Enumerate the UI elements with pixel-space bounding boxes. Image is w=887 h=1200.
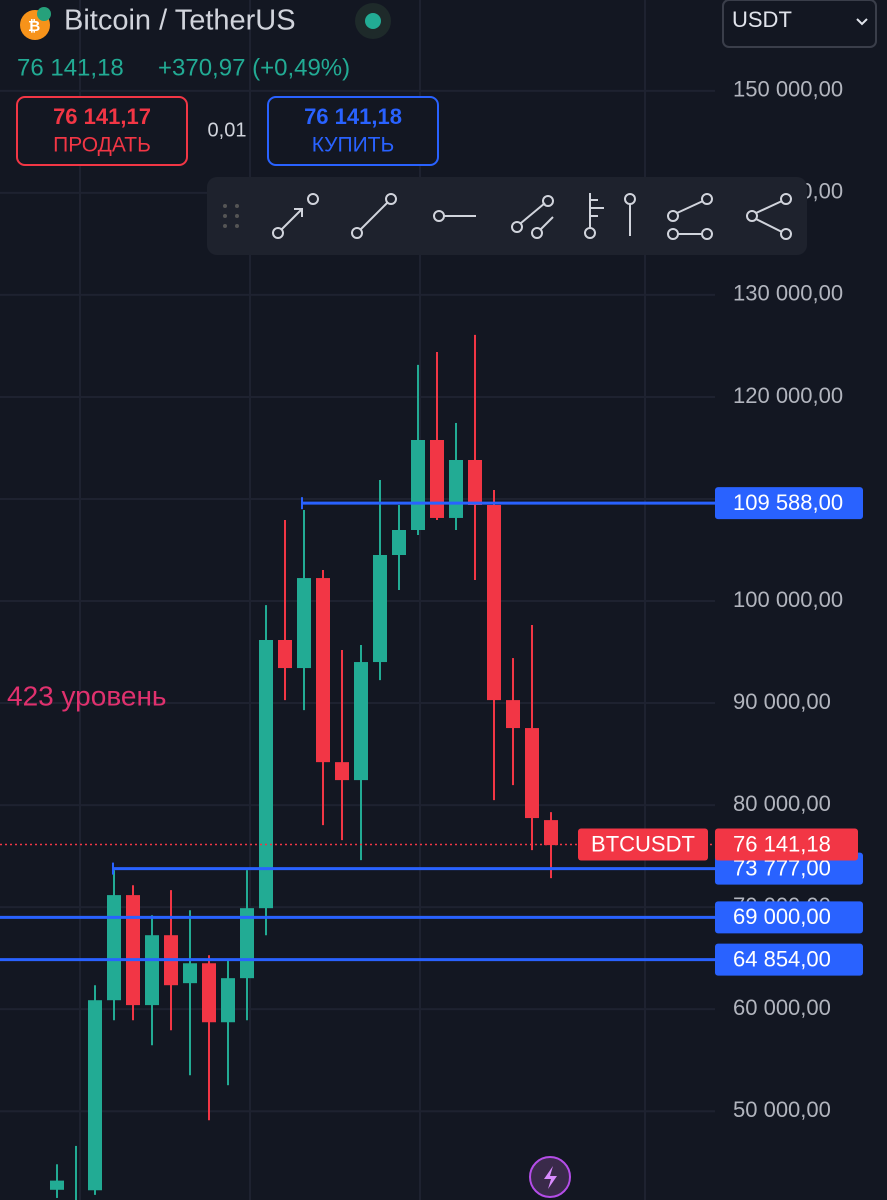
symbol-label: BTCUSDT [591, 831, 695, 856]
sell-label: ПРОДАТЬ [53, 134, 151, 157]
y-tick-label: 90 000,00 [733, 689, 831, 714]
chevron [856, 18, 868, 26]
candle-body [259, 640, 273, 909]
currency: USDT [732, 7, 792, 32]
sell-price: 76 141,17 [53, 104, 151, 129]
buy-price: 76 141,18 [304, 104, 402, 129]
y-tick-label: 80 000,00 [733, 791, 831, 816]
candle-body [525, 728, 539, 819]
candle-body [183, 963, 197, 984]
candle-body [145, 935, 159, 1006]
candle-body [468, 460, 482, 505]
candle-body [430, 440, 444, 518]
tool-arrow[interactable] [272, 193, 319, 239]
price-tag [715, 828, 858, 861]
level-label: 64 854,00 [733, 946, 831, 971]
y-tick-label: 120 000,00 [733, 383, 843, 408]
candle-body [202, 963, 216, 1023]
level-tag [715, 901, 863, 934]
level-tag [715, 852, 863, 885]
toolbar-bg [207, 177, 807, 255]
candle-body [449, 460, 463, 518]
buy-label: КУПИТЬ [312, 134, 395, 157]
tool-path[interactable] [667, 193, 713, 240]
candle-body [506, 700, 520, 729]
candle-body [107, 895, 121, 1001]
drawing-toolbar [207, 177, 807, 255]
candle-body [544, 820, 558, 846]
tool-ray[interactable] [433, 210, 476, 222]
currency-select[interactable] [722, 0, 877, 48]
y-tick-label: 60 000,00 [733, 995, 831, 1020]
symbol-tag [578, 828, 708, 861]
candle-body [335, 762, 349, 781]
y-tick-label: 50 000,00 [733, 1097, 831, 1122]
y-tick-label: 150 000,00 [733, 77, 843, 102]
price: 76 141,18 [17, 54, 124, 81]
tool-fib[interactable] [584, 193, 636, 239]
tool-channel[interactable] [511, 195, 554, 239]
tool-pitchfork[interactable] [746, 193, 792, 240]
level-tag [715, 487, 863, 520]
candle-body [487, 505, 501, 701]
change: +370,97 (+0,49%) [158, 54, 350, 81]
title: Bitcoin / TetherUS [64, 5, 296, 37]
overlay: ₿ Bitcoin / TetherUS 76 141,18 +370,97 (… [16, 0, 877, 1198]
price-label: 76 141,18 [733, 831, 831, 856]
candle-body [50, 1180, 64, 1190]
candle-body [88, 1000, 102, 1191]
candle-body [392, 530, 406, 555]
status-dot [365, 13, 381, 29]
candle-body [373, 555, 387, 663]
level-tag [715, 943, 863, 976]
sell-button[interactable] [16, 96, 188, 166]
buy-button[interactable] [267, 96, 439, 166]
lightning-icon [544, 1166, 557, 1189]
candle-body [126, 895, 140, 1006]
candle-body [221, 978, 235, 1023]
candle-body [411, 440, 425, 530]
tool-trend[interactable] [351, 193, 397, 239]
level-label: 109 588,00 [733, 490, 843, 515]
candle-body [316, 578, 330, 763]
level-label: 69 000,00 [733, 904, 831, 929]
y-tick-label: 100 000,00 [733, 587, 843, 612]
usdt-icon [37, 7, 51, 21]
annotation: 423 уровень [7, 680, 167, 711]
candle-body [297, 578, 311, 669]
btc-glyph: ₿ [28, 18, 40, 35]
drag-handle [223, 204, 239, 228]
candle-body [354, 662, 368, 781]
candle-body [278, 640, 292, 669]
y-tick-label: 130 000,00 [733, 281, 843, 306]
spread: 0,01 [208, 119, 247, 141]
